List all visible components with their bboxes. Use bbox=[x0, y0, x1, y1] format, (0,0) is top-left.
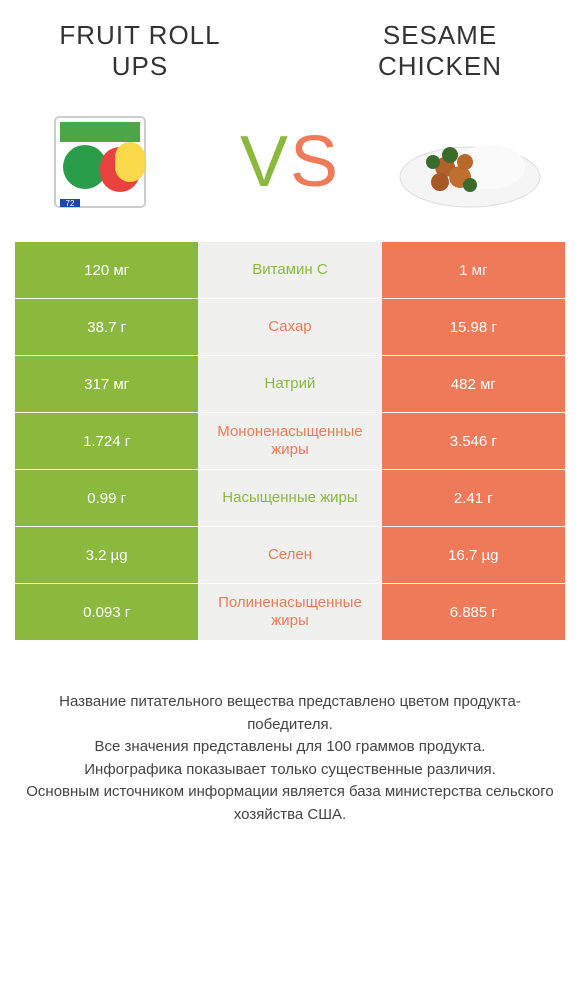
footer-line-2: Все значения представлены для 100 граммо… bbox=[25, 736, 555, 759]
right-value: 2.41 г bbox=[382, 470, 565, 526]
left-product-title: Fruit Roll ups bbox=[40, 20, 240, 82]
nutrient-label: Витамин C bbox=[198, 242, 381, 298]
footer-line-3: Инфографика показывает только существенн… bbox=[25, 759, 555, 782]
right-value: 3.546 г bbox=[382, 413, 565, 469]
footer-line-1: Название питательного вещества представл… bbox=[25, 691, 555, 736]
left-value: 0.99 г bbox=[15, 470, 198, 526]
left-value: 120 мг bbox=[15, 242, 198, 298]
left-value: 38.7 г bbox=[15, 299, 198, 355]
nutrient-label: Сахар bbox=[198, 299, 381, 355]
left-value: 0.093 г bbox=[15, 584, 198, 640]
svg-text:72: 72 bbox=[66, 199, 75, 208]
left-value: 3.2 µg bbox=[15, 527, 198, 583]
left-value: 317 мг bbox=[15, 356, 198, 412]
vs-v: V bbox=[240, 122, 290, 202]
table-row: 0.99 гНасыщенные жиры2.41 г bbox=[15, 470, 565, 526]
right-value: 482 мг bbox=[382, 356, 565, 412]
table-row: 0.093 гПолиненасыщенные жиры6.885 г bbox=[15, 584, 565, 640]
table-row: 317 мгНатрий482 мг bbox=[15, 356, 565, 412]
table-row: 38.7 гСахар15.98 г bbox=[15, 299, 565, 355]
fruit-roll-ups-icon: 72 bbox=[45, 107, 175, 217]
right-product-image bbox=[390, 102, 550, 222]
table-row: 1.724 гМононенасыщенные жиры3.546 г bbox=[15, 413, 565, 469]
vs-label: VS bbox=[240, 121, 340, 203]
left-value: 1.724 г bbox=[15, 413, 198, 469]
nutrient-label: Полиненасыщенные жиры bbox=[198, 584, 381, 640]
nutrient-label: Селен bbox=[198, 527, 381, 583]
footer-line-4: Основным источником информации является … bbox=[25, 781, 555, 826]
table-row: 120 мгВитамин C1 мг bbox=[15, 242, 565, 298]
right-value: 16.7 µg bbox=[382, 527, 565, 583]
right-value: 6.885 г bbox=[382, 584, 565, 640]
vs-s: S bbox=[290, 122, 340, 202]
nutrient-label: Мононенасыщенные жиры bbox=[198, 413, 381, 469]
footer-notes: Название питательного вещества представл… bbox=[0, 641, 580, 846]
sesame-chicken-icon bbox=[395, 107, 545, 217]
header: Fruit Roll ups Sesame chicken bbox=[0, 0, 580, 92]
images-row: 72 VS bbox=[0, 92, 580, 242]
comparison-table: 120 мгВитамин C1 мг38.7 гСахар15.98 г317… bbox=[0, 242, 580, 640]
right-value: 15.98 г bbox=[382, 299, 565, 355]
table-row: 3.2 µgСелен16.7 µg bbox=[15, 527, 565, 583]
left-product-image: 72 bbox=[30, 102, 190, 222]
right-value: 1 мг bbox=[382, 242, 565, 298]
nutrient-label: Насыщенные жиры bbox=[198, 470, 381, 526]
right-product-title: Sesame chicken bbox=[340, 20, 540, 82]
nutrient-label: Натрий bbox=[198, 356, 381, 412]
